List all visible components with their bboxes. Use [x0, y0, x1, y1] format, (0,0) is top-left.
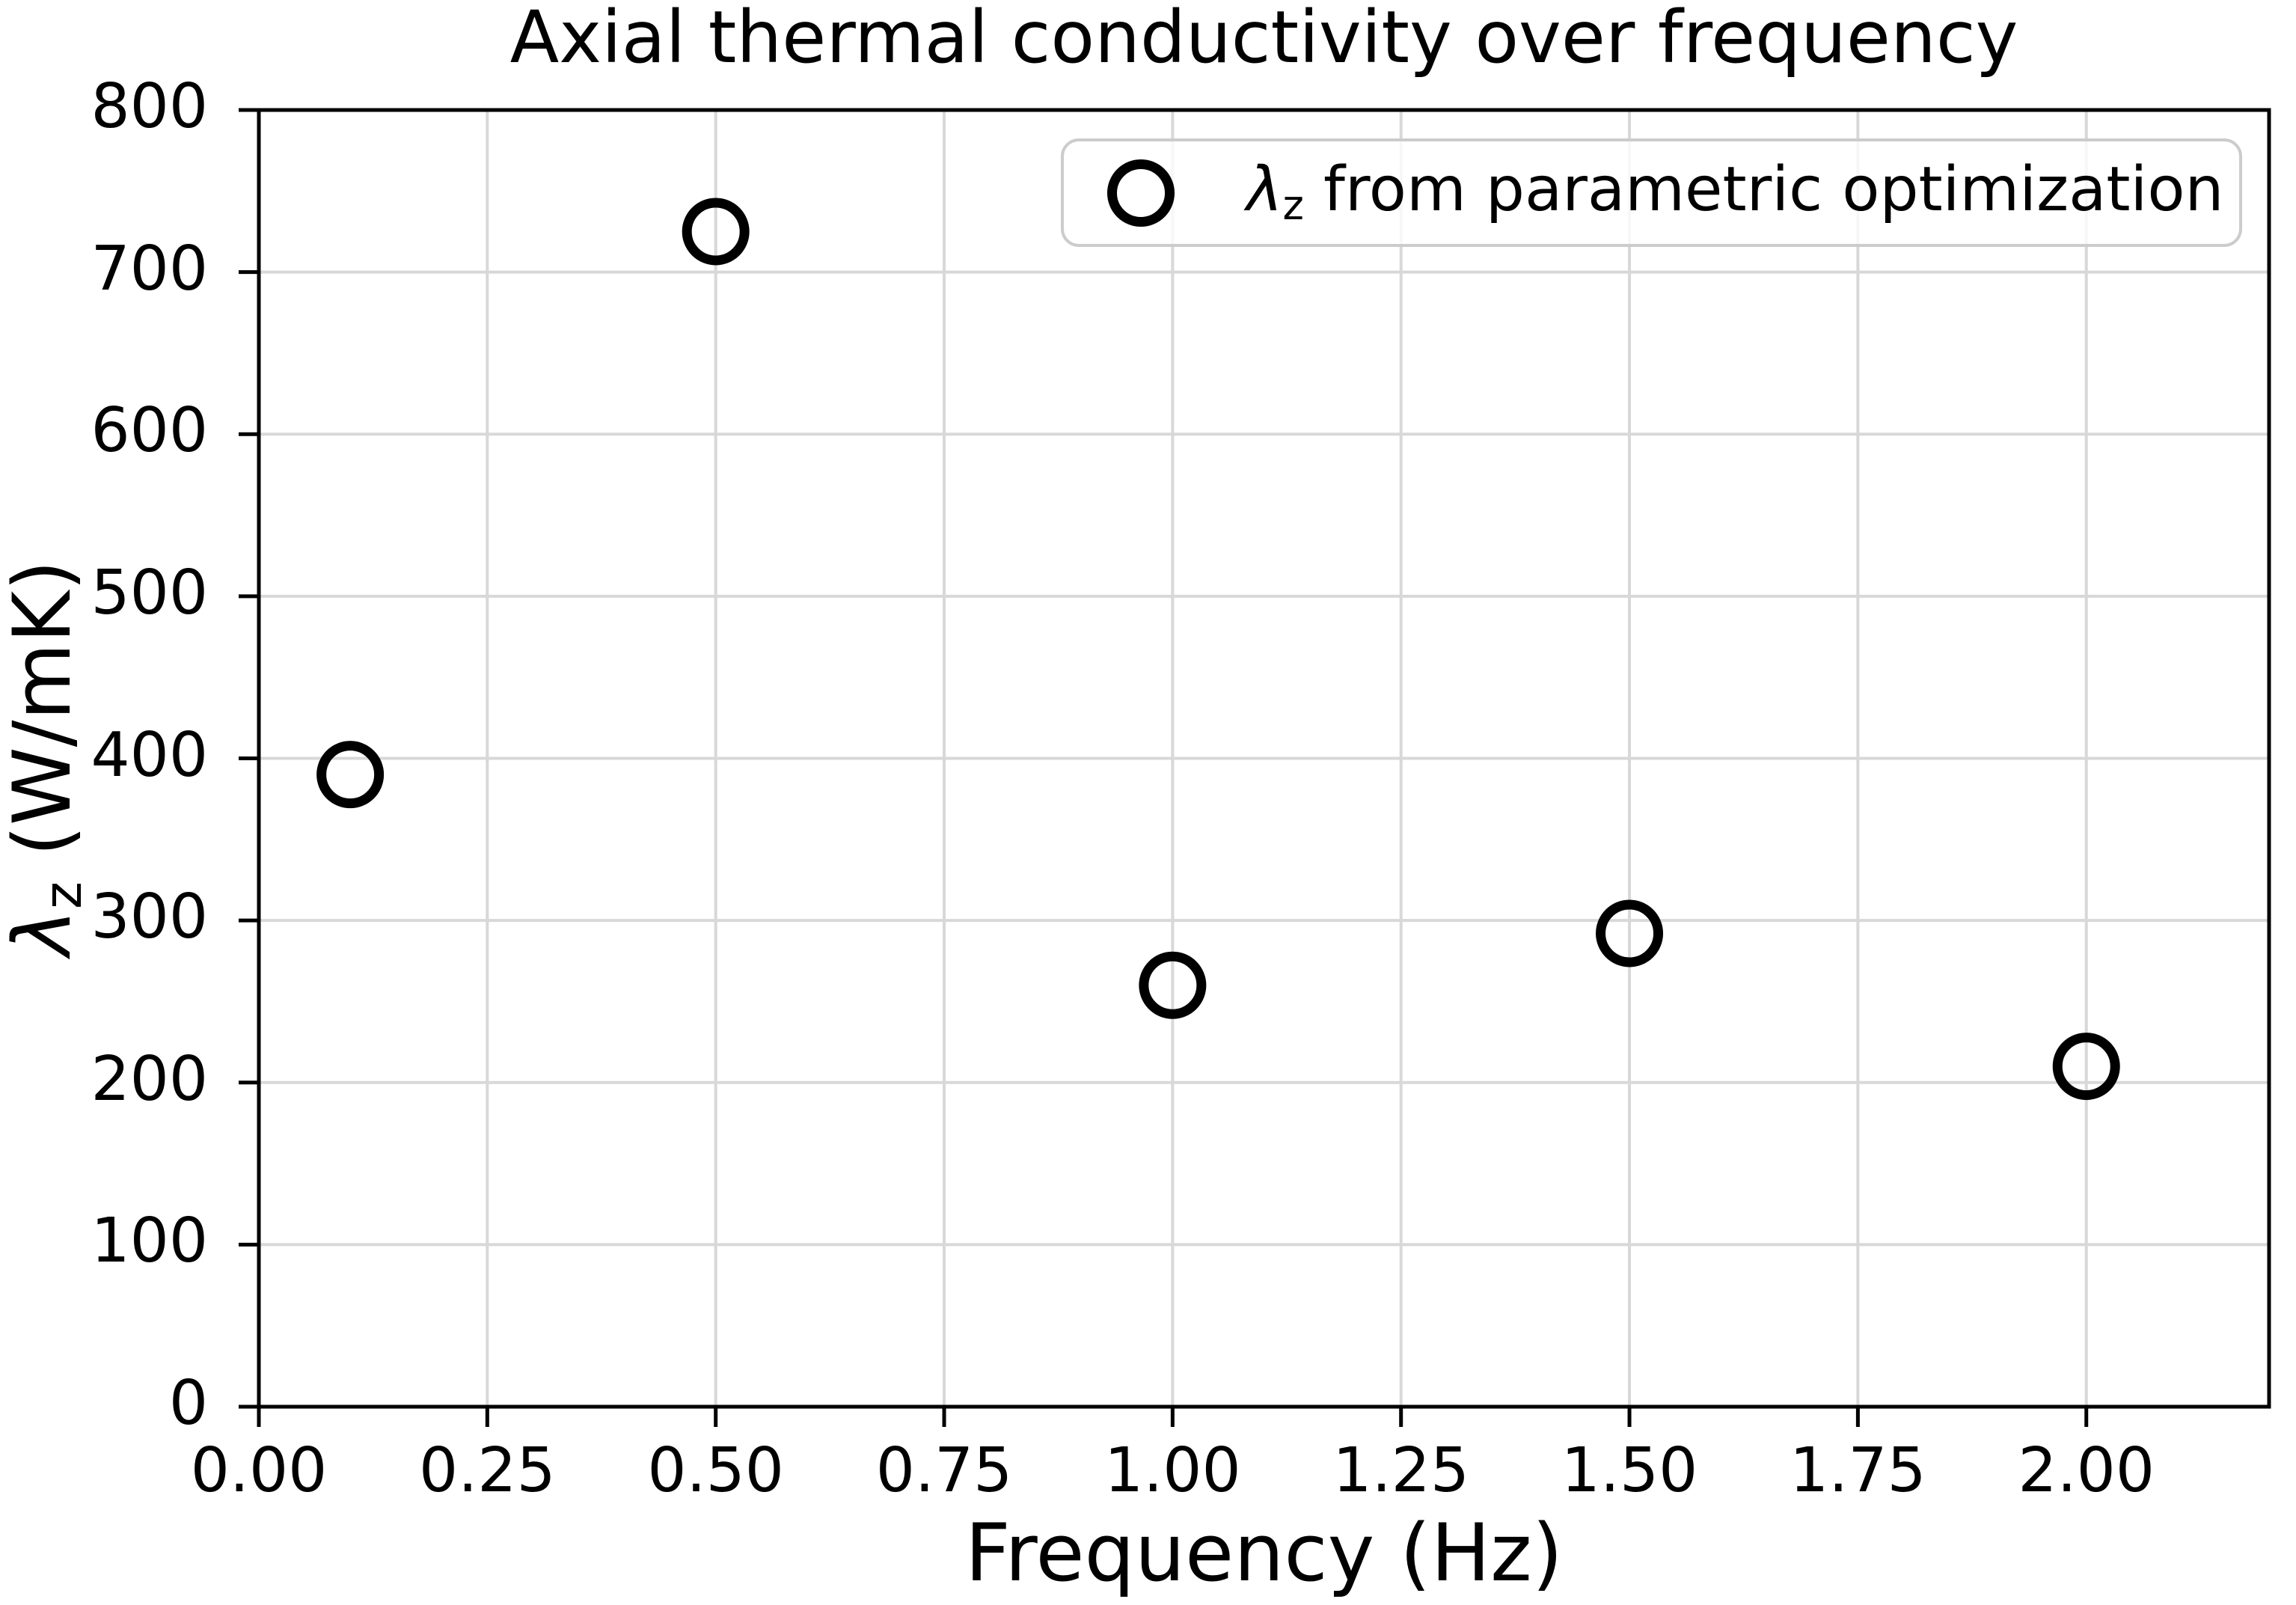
x-tick-label: 0.50: [647, 1435, 784, 1506]
legend-label: λz from parametric optimization: [1246, 159, 2223, 226]
data-point: [1139, 951, 1207, 1019]
x-tick-label: 0.75: [875, 1435, 1013, 1506]
y-tick-label: 100: [91, 1205, 208, 1277]
legend: λz from parametric optimization: [1061, 138, 2242, 247]
x-tick-label: 1.25: [1332, 1435, 1469, 1506]
x-axis-label: Frequency (Hz): [964, 1507, 1564, 1599]
y-tick-label: 200: [91, 1043, 208, 1115]
data-points: [316, 198, 2120, 1101]
legend-lambda-symbol: λ: [1246, 153, 1283, 225]
y-tick-label: 300: [91, 881, 208, 953]
open-circle-marker-icon: [1107, 159, 1175, 227]
y-tick-label: 700: [91, 233, 208, 305]
x-tick-label: 0.25: [419, 1435, 556, 1506]
x-tick-label: 1.50: [1561, 1435, 1698, 1506]
y-tick-label: 500: [91, 557, 208, 629]
legend-subscript: z: [1282, 181, 1304, 229]
y-tick-label: 600: [91, 395, 208, 467]
x-tick-label: 2.00: [2018, 1435, 2155, 1506]
data-point: [682, 198, 750, 266]
gridlines: [259, 110, 2269, 1407]
y-tick-label: 400: [91, 719, 208, 791]
data-point: [1596, 899, 1664, 967]
legend-label-text: from parametric optimization: [1303, 153, 2224, 225]
y-tick-label: 0: [168, 1368, 208, 1439]
x-tick-label: 1.00: [1104, 1435, 1241, 1506]
x-tick-label: 1.75: [1790, 1435, 1926, 1506]
x-tick-label: 0.00: [190, 1435, 328, 1506]
y-tick-label: 800: [91, 71, 208, 142]
data-point: [316, 741, 385, 809]
data-point: [2052, 1033, 2120, 1101]
plot-area: [257, 108, 2271, 1409]
tick-marks: [239, 108, 2089, 1427]
chart-title: Axial thermal conductivity over frequenc…: [509, 0, 2018, 79]
